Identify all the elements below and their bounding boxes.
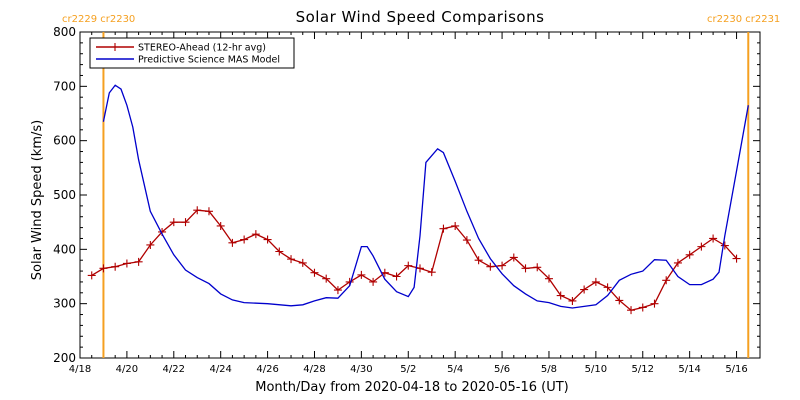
y-tick-label: 600: [53, 134, 76, 148]
data-point: [732, 254, 741, 263]
data-point: [544, 274, 553, 283]
data-point: [591, 277, 600, 286]
data-point: [439, 224, 448, 233]
data-point: [673, 258, 682, 267]
x-tick-label: 5/2: [400, 364, 416, 375]
data-point: [474, 256, 483, 265]
x-tick-label: 4/26: [256, 364, 278, 375]
data-point: [521, 264, 530, 273]
carrington-marker-label: cr2230 cr2231: [707, 14, 780, 25]
x-axis-label: Month/Day from 2020-04-18 to 2020-05-16 …: [255, 380, 568, 395]
data-point: [240, 235, 249, 244]
x-tick-label: 5/10: [585, 364, 607, 375]
data-point: [392, 272, 401, 281]
legend-box: [89, 37, 295, 69]
y-tick-label: 300: [53, 297, 76, 311]
y-tick-label: 500: [53, 188, 76, 202]
data-point: [99, 264, 108, 273]
x-tick-label: 5/14: [678, 364, 700, 375]
data-point: [580, 285, 589, 294]
data-point: [146, 240, 155, 249]
data-point: [650, 299, 659, 308]
y-tick-label: 700: [53, 79, 76, 93]
y-tick-label: 200: [53, 351, 76, 365]
x-tick-label: 4/22: [163, 364, 185, 375]
data-point: [181, 218, 190, 227]
series-line-stereo-ahead: [91, 209, 738, 311]
x-tick-label: 5/8: [541, 364, 557, 375]
data-point: [533, 263, 542, 272]
x-tick-label: 5/4: [447, 364, 463, 375]
x-tick-label: 5/12: [632, 364, 654, 375]
data-point: [662, 276, 671, 285]
data-point: [369, 277, 378, 286]
data-point: [310, 268, 319, 277]
data-point: [556, 291, 565, 300]
y-axis-label: Solar Wind Speed (km/s): [30, 120, 45, 280]
x-tick-label: 4/30: [350, 364, 372, 375]
data-point: [193, 206, 202, 215]
carrington-marker-label: cr2229 cr2230: [62, 14, 135, 25]
data-point: [509, 253, 518, 262]
data-point: [720, 241, 729, 250]
data-point: [451, 221, 460, 230]
data-point: [122, 259, 131, 268]
data-point: [486, 262, 495, 271]
data-point: [638, 303, 647, 312]
data-point: [216, 221, 225, 230]
x-tick-label: 4/24: [209, 364, 231, 375]
x-tick-label: 5/6: [494, 364, 510, 375]
data-point: [87, 271, 96, 280]
data-point: [404, 261, 413, 270]
data-point: [685, 250, 694, 259]
x-tick-label: 4/28: [303, 364, 325, 375]
x-tick-label: 4/20: [116, 364, 138, 375]
series-line-mas-model: [102, 84, 749, 309]
data-point: [427, 268, 436, 277]
data-point: [357, 270, 366, 279]
data-point: [697, 242, 706, 251]
data-point: [709, 234, 718, 243]
x-tick-label: 4/18: [69, 364, 91, 375]
data-point: [204, 207, 213, 216]
y-tick-label: 400: [53, 242, 76, 256]
legend-entry-label: Predictive Science MAS Model: [138, 55, 280, 66]
plot-area: 4/18 4/20 4/22 4/24 4/26 4/28 4/30 5/2 5/4 5/6 5/8…: [53, 14, 780, 375]
data-point: [134, 257, 143, 266]
data-point: [169, 218, 178, 227]
y-tick-label: 800: [53, 25, 76, 39]
legend: STEREO-Ahead (12-hr avg)Predictive Scien…: [89, 37, 295, 69]
data-point: [263, 235, 272, 244]
data-point: [298, 258, 307, 267]
legend-marker: [111, 43, 119, 51]
data-point: [603, 283, 612, 292]
plot-frame: [79, 31, 761, 359]
data-point: [615, 296, 624, 305]
data-point: [498, 261, 507, 270]
legend-entry-label: STEREO-Ahead (12-hr avg): [138, 43, 266, 54]
data-point: [287, 255, 296, 264]
data-point: [228, 238, 237, 247]
data-point: [275, 247, 284, 256]
data-point: [251, 230, 260, 239]
data-point: [568, 296, 577, 305]
data-point: [111, 262, 120, 271]
data-point: [416, 264, 424, 273]
data-point: [627, 306, 636, 315]
data-point: [322, 274, 331, 283]
data-point: [462, 236, 471, 245]
data-point: [333, 286, 342, 295]
x-tick-label: 5/16: [725, 364, 747, 375]
chart-title: Solar Wind Speed Comparisons: [296, 8, 545, 26]
